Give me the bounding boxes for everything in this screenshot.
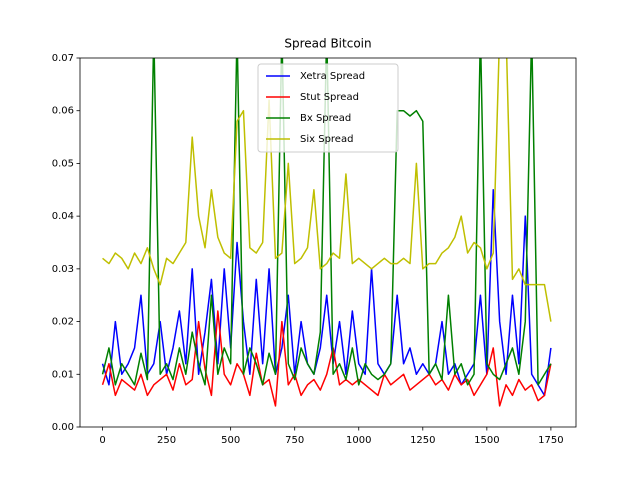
x-tick-label: 750: [285, 435, 304, 446]
y-tick-label: 0.02: [52, 317, 74, 328]
y-tick-label: 0.03: [52, 264, 74, 275]
x-tick-label: 250: [157, 435, 176, 446]
series-line: [101, 189, 552, 397]
y-tick-label: 0.04: [52, 211, 74, 222]
series-line: [102, 58, 552, 322]
series-line: [101, 310, 552, 407]
axes-frame: [79, 57, 577, 428]
y-tick-label: 0.07: [52, 53, 74, 64]
x-tick-label: 1000: [346, 435, 371, 446]
legend-label: Stut Spread: [300, 92, 359, 103]
x-tick-label: 0: [99, 435, 105, 446]
y-tick-label: 0.00: [52, 422, 74, 433]
x-tick-label: 1750: [538, 435, 563, 446]
plot-area: [101, 58, 552, 407]
series-line: [101, 58, 552, 386]
legend-label: Bx Spread: [300, 113, 351, 124]
y-tick-label: 0.05: [52, 158, 74, 169]
y-tick-label: 0.06: [52, 106, 74, 117]
x-tick-label: 1250: [410, 435, 435, 446]
y-tick-label: 0.01: [52, 369, 74, 380]
legend-box: [257, 63, 399, 153]
chart-title: Spread Bitcoin: [284, 37, 371, 51]
x-tick-label: 1500: [474, 435, 499, 446]
legend-label: Six Spread: [300, 134, 353, 145]
x-tick-label: 500: [221, 435, 240, 446]
legend-label: Xetra Spread: [300, 71, 365, 82]
